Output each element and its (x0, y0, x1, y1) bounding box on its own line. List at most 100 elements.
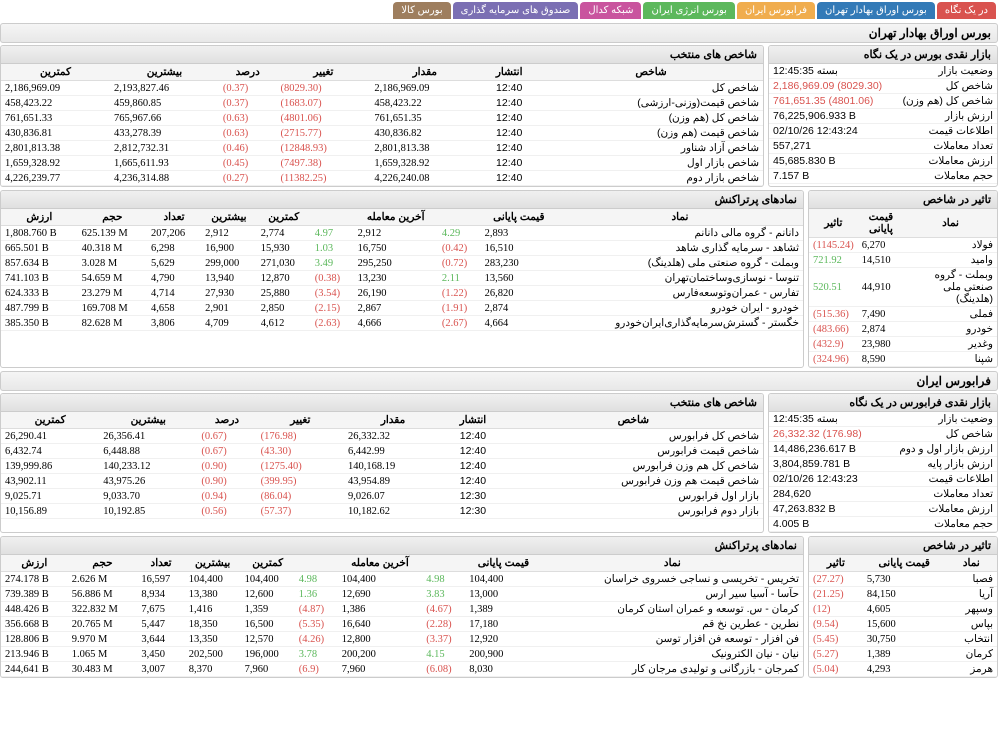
tab-1[interactable]: بورس اوراق بهادار تهران (817, 2, 935, 19)
symbol-row[interactable]: دانانم - گروه مالی دانانم2,8934.292,9124… (1, 226, 803, 241)
index-row[interactable]: شاخص قیمت(وزنی-ارزشی)12:40458,423.22(168… (1, 96, 763, 111)
effect-row[interactable]: شپنا8,590(324.96) (809, 352, 997, 367)
symbol-row[interactable]: تنوسا - نوسازی‌وساختمان‌تهران‌13,5602.11… (1, 271, 803, 286)
col-header: تغییر (277, 64, 371, 81)
col-header: درصد (219, 64, 277, 81)
col-header (422, 555, 465, 572)
tab-5[interactable]: صندوق های سرمایه گذاری (453, 2, 579, 19)
col-header: تعداد (137, 555, 184, 572)
symbol-row[interactable]: کرمان - س. توسعه و عمران استان کرمان1,38… (1, 602, 803, 617)
col-header: قیمت پایانی (858, 209, 904, 238)
col-header: ارزش (1, 555, 68, 572)
effect-row[interactable]: وسپهر4,605(12) (809, 602, 997, 617)
col-header: بیشترین (110, 64, 219, 81)
symbol-row[interactable]: فن افزار - توسعه فن افزار توسن12,920(3.3… (1, 632, 803, 647)
col-header: حجم (78, 209, 147, 226)
col-header: شاخص (539, 64, 763, 81)
effect-row[interactable]: انتخاب30,750(5.45) (809, 632, 997, 647)
effect-row[interactable]: وبملت - گروه صنعتی ملی (هلدینگ)44,910520… (809, 268, 997, 307)
effect-row[interactable]: کرمان1,389(5.27) (809, 647, 997, 662)
symbol-row[interactable]: خودرو - ایران‌ خودرو2,874(1.91)2,867(2.1… (1, 301, 803, 316)
panel-header: نمادهای پرتراکنش (1, 191, 803, 209)
effect-row[interactable]: هرمز4,293(5.04) (809, 662, 997, 677)
tab-3[interactable]: بورس انرژی ایران (643, 2, 734, 19)
col-header: نماد (542, 555, 803, 572)
panel-header: تاثیر در شاخص (809, 191, 997, 209)
col-header: تغییر (257, 412, 344, 429)
col-header: بیشترین (99, 412, 197, 429)
effect-row[interactable]: وغدیر23,980(432.9) (809, 337, 997, 352)
col-header: آخرین معامله (338, 555, 423, 572)
tab-6[interactable]: بورس کالا (393, 2, 450, 19)
market-header: فرابورس ایران (0, 371, 998, 391)
kv-row: وضعیت بازاربسته 12:45:35 (769, 64, 997, 79)
panel-header: بازار نقدی فرابورس در یک نگاه (769, 394, 997, 412)
kv-row: شاخص كل (هم وزن)761,651.35 (4801.06) (769, 94, 997, 109)
col-header: درصد (197, 412, 256, 429)
symbol-row[interactable]: حآسا - آسیا سیر ارس13,0003.8312,6901.361… (1, 587, 803, 602)
panel-header: نمادهای پرتراکنش (1, 537, 803, 555)
symbol-row[interactable]: نطرین - عطرین نخ قم17,180(2.28)16,640(5.… (1, 617, 803, 632)
tab-2[interactable]: فرابورس ایران (737, 2, 815, 19)
index-row[interactable]: شاخص قیمت فرابورس12:406,442.99(43.30)(0.… (1, 444, 763, 459)
kv-row: ارزش بازار76,225,906.933 B (769, 109, 997, 124)
col-header: بیشترین (201, 209, 257, 226)
index-row[interactable]: شاخص كل هم وزن فرابورس12:40140,168.19(12… (1, 459, 763, 474)
index-row[interactable]: شاخص كل فرابورس12:4026,332.32(176.98)(0.… (1, 429, 763, 444)
index-row[interactable]: شاخص آزاد شناور12:402,801,813.38(12848.9… (1, 141, 763, 156)
index-row[interactable]: شاخص بازار اول12:401,659,328.92(7497.38)… (1, 156, 763, 171)
col-header: نماد (557, 209, 803, 226)
index-row[interactable]: شاخص قیمت هم وزن فرابورس12:4043,954.89(3… (1, 474, 763, 489)
tab-0[interactable]: در یک نگاه (937, 2, 996, 19)
effect-row[interactable]: فصبا5,730(27.27) (809, 572, 997, 587)
col-header: انتشار (479, 64, 539, 81)
col-header: آخرین معامله (354, 209, 438, 226)
kv-row: اطلاعات قیمت02/10/26 12:43:24 (769, 124, 997, 139)
kv-row: اطلاعات قیمت02/10/26 12:43:23 (769, 472, 997, 487)
symbol-row[interactable]: تفارس - عمران‌وتوسعه‌فارس‌26,820(1.22)26… (1, 286, 803, 301)
effect-row[interactable]: بپاس15,600(9.54) (809, 617, 997, 632)
col-header (295, 555, 338, 572)
panel-header: شاخص های منتخب (1, 394, 763, 412)
kv-row: تعداد معاملات557,271 (769, 139, 997, 154)
kv-row: ارزش بازار پایه3,804,859.781 B (769, 457, 997, 472)
col-header: کمترین (257, 209, 311, 226)
effect-row[interactable]: خودرو2,874(483.66) (809, 322, 997, 337)
index-row[interactable]: شاخص كل12:402,186,969.09(8029.30)(0.37)2… (1, 81, 763, 96)
panel-header: بازار نقدی بورس در یک نگاه (769, 46, 997, 64)
col-header: انتشار (442, 412, 504, 429)
index-row[interactable]: شاخص بازار دوم12:404,226,240.08(11382.25… (1, 171, 763, 186)
index-row[interactable]: شاخص كل (هم وزن)12:40761,651.35(4801.06)… (1, 111, 763, 126)
symbol-row[interactable]: نیان - نیان الکترونیک200,9004.15200,2003… (1, 647, 803, 662)
kv-row: شاخص کل2,186,969.09 (8029.30) (769, 79, 997, 94)
col-header: نماد (946, 555, 997, 572)
symbol-row[interactable]: کمرجان - بازرگانی و تولیدی مرجان کار8,03… (1, 662, 803, 677)
effect-row[interactable]: فولاد6,270(1145.24) (809, 238, 997, 253)
col-header: بیشترین (185, 555, 241, 572)
kv-row: ارزش بازار اول و دوم14,486,236.617 B (769, 442, 997, 457)
symbol-row[interactable]: وبملت - گروه صنعتی ملی (هلدینگ)283,230(0… (1, 256, 803, 271)
col-header: حجم (68, 555, 138, 572)
tab-4[interactable]: شبکه کدال (580, 2, 641, 19)
symbol-row[interactable]: خگستر - گسترش‌سرمایه‌گذاری‌ایران‌خودرو4,… (1, 316, 803, 331)
effect-row[interactable]: آریا84,150(21.25) (809, 587, 997, 602)
symbol-row[interactable]: ثشاهد - سرمایه گذاری شاهد16,510(0.42)16,… (1, 241, 803, 256)
market-header: بورس اوراق بهادار تهران (0, 23, 998, 43)
col-header: تاثیر (809, 209, 858, 238)
kv-row: ارزش معاملات47,263.832 B (769, 502, 997, 517)
col-header: شاخص (504, 412, 763, 429)
symbol-row[interactable]: تخریس - تخریسی و نساجی خسروی خراسان104,4… (1, 572, 803, 587)
effect-row[interactable]: وامید14,510721.92 (809, 253, 997, 268)
effect-row[interactable]: فملی7,490(515.36) (809, 307, 997, 322)
kv-row: حجم معاملات7.157 B (769, 169, 997, 184)
col-header: تعداد (147, 209, 201, 226)
col-header: کمترین (241, 555, 295, 572)
col-header: مقدار (370, 64, 479, 81)
col-header: کمترین (1, 412, 99, 429)
index-row[interactable]: بازار اول فرابورس12:309,026.07(86.04)(0.… (1, 489, 763, 504)
index-row[interactable]: شاخص قیمت (هم وزن)12:40430,836.82(2715.7… (1, 126, 763, 141)
col-header: قیمت پایانی (481, 209, 557, 226)
index-row[interactable]: بازار دوم فرابورس12:3010,182.62(57.37)(0… (1, 504, 763, 519)
col-header: قیمت پایانی (863, 555, 946, 572)
kv-row: وضعیت بازاربسته 12:45:35 (769, 412, 997, 427)
